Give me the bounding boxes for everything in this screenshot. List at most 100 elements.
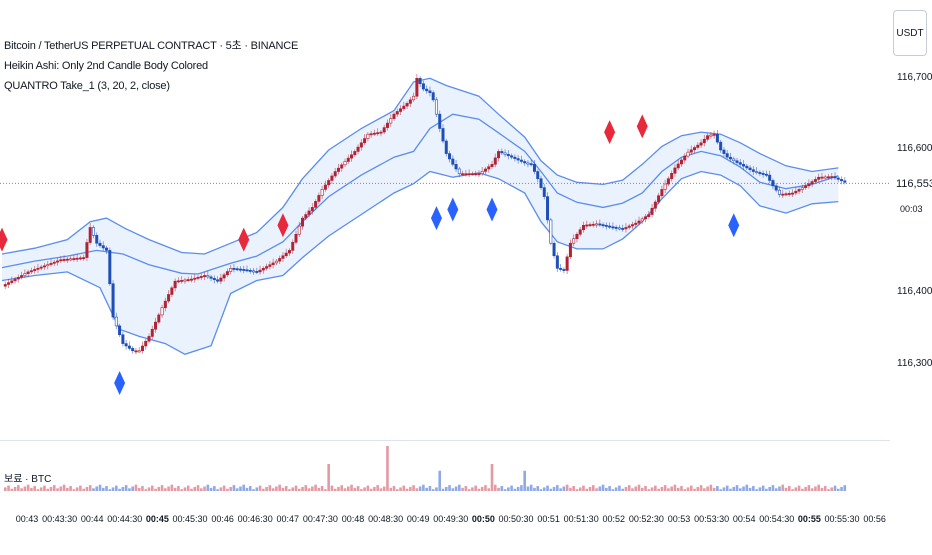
volume-bar <box>422 484 425 491</box>
candle-bear <box>539 178 543 188</box>
volume-bar <box>281 487 285 491</box>
volume-bar <box>804 486 807 491</box>
volume-bar <box>787 486 791 491</box>
candle-bull <box>683 155 687 161</box>
candle-bear <box>451 158 455 165</box>
candle-bear <box>546 196 550 221</box>
candle-bear <box>242 269 246 271</box>
volume-bar <box>709 484 713 491</box>
volume-bar <box>297 488 301 491</box>
volume-bar <box>520 485 523 491</box>
candle-bear <box>764 173 768 176</box>
volume-bar <box>167 486 170 491</box>
legend-quantro[interactable]: QUANTRO Take_1 (3, 20, 2, close) <box>4 80 170 92</box>
candle-bull <box>137 350 141 353</box>
volume-bar <box>591 485 595 491</box>
candle-bear <box>748 167 752 171</box>
volume-bar <box>105 486 108 491</box>
volume-bar <box>689 485 693 491</box>
volume-bar <box>268 485 272 491</box>
sell-signal-marker <box>0 227 8 252</box>
band-fill <box>2 78 839 355</box>
candle-bull <box>39 266 43 269</box>
candle-bull <box>826 176 830 179</box>
candle-bull <box>307 210 311 215</box>
candle-bull <box>461 173 465 176</box>
volume-bar <box>69 486 72 491</box>
candle-bull <box>650 207 654 215</box>
candle-bull <box>176 280 180 283</box>
volume-bar <box>343 488 347 491</box>
candle-bull <box>797 189 801 192</box>
volume-bar <box>199 488 203 491</box>
volume-pane-label[interactable]: 보료 · BTC <box>4 474 52 485</box>
volume-bar <box>765 488 768 491</box>
volume-bar <box>497 487 500 491</box>
candle-bull <box>817 176 821 180</box>
currency-button[interactable]: USDT <box>893 10 927 56</box>
volume-bar <box>62 484 66 491</box>
volume-bar <box>36 489 40 491</box>
time-tick-label: 00:49 <box>406 514 430 524</box>
volume-bar <box>500 486 504 491</box>
candle-bear <box>523 161 527 164</box>
candle-bull <box>147 336 151 342</box>
chart-legend: Bitcoin / TetherUS PERPETUAL CONTRACT · … <box>4 36 298 96</box>
buy-signal-marker <box>114 371 126 396</box>
candle-bull <box>297 225 301 235</box>
candle-bull <box>69 258 73 261</box>
volume-bar <box>346 486 350 491</box>
candle-bull <box>16 276 20 280</box>
candle-bull <box>350 154 354 159</box>
volume-bar <box>52 485 56 491</box>
volume-bar <box>222 485 226 491</box>
volume-bar <box>147 487 151 491</box>
candle-bull <box>173 280 177 289</box>
volume-bar <box>111 487 115 491</box>
candle-bull <box>65 258 69 261</box>
candle-bull <box>336 167 340 172</box>
candle-bear <box>454 164 458 170</box>
volume-bar <box>840 486 843 491</box>
volume-bar <box>337 486 340 491</box>
candle-bull <box>670 173 674 179</box>
volume-bar <box>115 485 118 491</box>
candle-bear <box>431 92 435 101</box>
candle-bear <box>434 99 438 115</box>
volume-bar <box>582 485 585 491</box>
volume-bar <box>791 489 794 491</box>
candle-bear <box>722 149 726 154</box>
volume-bar <box>39 487 43 491</box>
candle-bear <box>621 228 625 230</box>
volume-bar <box>154 488 157 491</box>
volume-bar <box>670 486 673 491</box>
candle-bear <box>519 159 523 162</box>
volume-bar <box>389 487 393 491</box>
candle-bear <box>559 268 563 270</box>
pane-divider[interactable] <box>0 440 890 441</box>
buy-signal-marker <box>430 206 442 231</box>
candle-bull <box>33 269 37 271</box>
volume-bar <box>814 486 817 491</box>
legend-heikin-ashi[interactable]: Heikin Ashi: Only 2nd Candle Body Colore… <box>4 60 208 72</box>
volume-bar <box>307 488 311 491</box>
sell-signal-marker <box>636 114 648 139</box>
volume-bar <box>196 485 200 491</box>
candle-bear <box>751 169 755 172</box>
candle-bull <box>82 257 86 260</box>
candle-bull <box>330 175 334 181</box>
candle-bull <box>170 287 174 295</box>
volume-bar <box>43 485 46 491</box>
volume-bar <box>810 488 814 491</box>
legend-symbol[interactable]: Bitcoin / TetherUS PERPETUAL CONTRACT · … <box>4 40 299 52</box>
candle-bull <box>258 269 262 273</box>
candle-bull <box>343 161 347 166</box>
candle-bull <box>78 257 82 260</box>
volume-bar <box>252 489 255 491</box>
volume-bar <box>699 485 703 491</box>
volume-bar <box>75 487 79 491</box>
volume-bar <box>399 487 402 491</box>
time-tick-label: 00:48 <box>341 514 365 524</box>
